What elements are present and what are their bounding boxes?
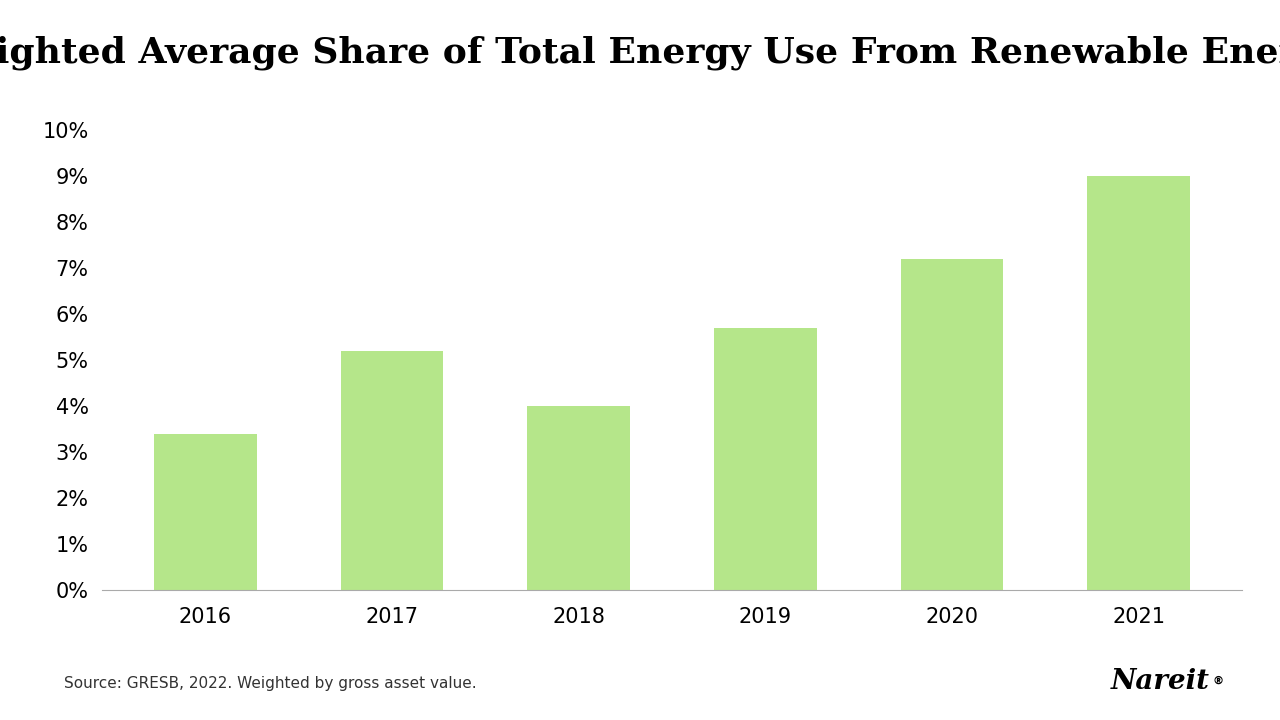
- Text: ®: ®: [1212, 675, 1224, 685]
- Bar: [901, 258, 1004, 590]
- Text: Nareit: Nareit: [1111, 668, 1210, 695]
- Bar: [154, 433, 257, 590]
- Bar: [340, 351, 443, 590]
- Bar: [714, 328, 817, 590]
- Text: Source: GRESB, 2022. Weighted by gross asset value.: Source: GRESB, 2022. Weighted by gross a…: [64, 676, 476, 691]
- Text: Weighted Average Share of Total Energy Use From Renewable Energy: Weighted Average Share of Total Energy U…: [0, 36, 1280, 71]
- Bar: [527, 406, 630, 590]
- Bar: [1087, 176, 1190, 590]
